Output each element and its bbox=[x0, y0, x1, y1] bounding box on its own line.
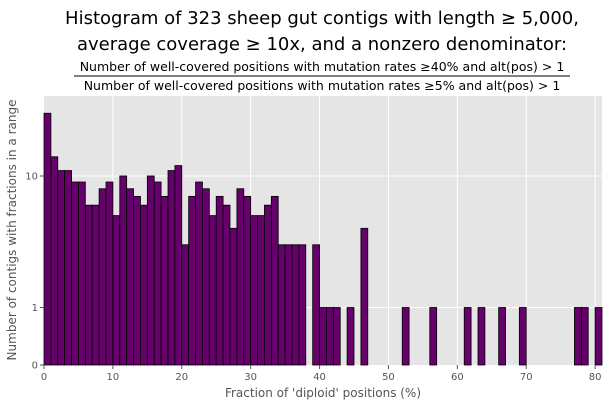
histogram-bar bbox=[257, 215, 265, 366]
histogram-bar bbox=[174, 165, 183, 366]
histogram-bar bbox=[64, 170, 72, 366]
histogram-bar bbox=[181, 244, 190, 366]
histogram-bar bbox=[208, 215, 217, 366]
histogram-bar bbox=[57, 170, 66, 366]
histogram-bar bbox=[580, 307, 589, 366]
histogram-bar bbox=[84, 204, 93, 366]
histogram-bar bbox=[126, 188, 134, 366]
histogram-bar bbox=[140, 204, 148, 366]
title-denominator: Number of well-covered positions with mu… bbox=[84, 78, 561, 93]
y-tick-label: 10 bbox=[25, 172, 38, 183]
histogram-bar bbox=[229, 227, 238, 366]
y-tick-label: 0 bbox=[32, 361, 38, 372]
histogram-bar bbox=[215, 195, 224, 366]
histogram-bar bbox=[360, 227, 369, 366]
histogram-bar bbox=[291, 244, 300, 366]
histogram-bar bbox=[119, 175, 128, 366]
chart-title-line2: average coverage ≥ 10x, and a nonzero de… bbox=[77, 34, 567, 55]
histogram-bar bbox=[188, 195, 196, 366]
histogram-bar bbox=[463, 307, 472, 366]
histogram-bar bbox=[243, 195, 252, 366]
histogram-bar bbox=[270, 195, 279, 366]
histogram-bar bbox=[153, 181, 162, 366]
y-axis-label: Number of contigs with fractions in a ra… bbox=[5, 100, 19, 361]
histogram-bar bbox=[277, 244, 286, 366]
histogram-bar bbox=[346, 307, 355, 366]
histogram-bar bbox=[264, 204, 272, 366]
histogram-bar bbox=[222, 204, 231, 366]
histogram-bar bbox=[78, 181, 86, 366]
histogram-bar bbox=[50, 156, 59, 366]
x-axis-ticks: 0 10 20 30 40 50 60 70 80 bbox=[41, 365, 602, 383]
x-tick-label: 20 bbox=[175, 372, 188, 383]
histogram-bar bbox=[477, 307, 486, 366]
histogram-bar bbox=[202, 188, 210, 366]
histogram-bar bbox=[112, 215, 121, 366]
histogram-bar bbox=[91, 204, 100, 366]
histogram-bar bbox=[236, 188, 245, 366]
x-tick-label: 0 bbox=[41, 372, 47, 383]
histogram-bar bbox=[429, 307, 438, 366]
histogram-bar bbox=[298, 244, 307, 366]
histogram-bar bbox=[195, 181, 203, 366]
histogram-bar bbox=[146, 175, 155, 366]
histogram-bar bbox=[167, 170, 176, 366]
bars bbox=[43, 112, 603, 366]
histogram-bar bbox=[319, 307, 327, 366]
histogram-bar bbox=[105, 181, 114, 366]
histogram-bar bbox=[250, 215, 258, 366]
y-tick-label: 1 bbox=[32, 303, 38, 314]
histogram-bar bbox=[518, 307, 527, 366]
histogram-bar bbox=[98, 188, 107, 366]
histogram-bar bbox=[594, 307, 603, 366]
histogram-bar bbox=[574, 307, 582, 366]
histogram-bar bbox=[43, 112, 52, 366]
histogram-bar bbox=[284, 244, 293, 366]
histogram-bar bbox=[401, 307, 410, 366]
x-axis-label: Fraction of 'diploid' positions (%) bbox=[225, 386, 421, 400]
x-tick-label: 50 bbox=[382, 372, 395, 383]
x-tick-label: 30 bbox=[244, 372, 257, 383]
x-tick-label: 10 bbox=[107, 372, 120, 383]
histogram-bar bbox=[326, 307, 334, 366]
x-tick-label: 80 bbox=[589, 372, 602, 383]
histogram-bar bbox=[332, 307, 341, 366]
histogram-bar bbox=[133, 195, 141, 366]
chart-title-line1: Histogram of 323 sheep gut contigs with … bbox=[65, 8, 579, 29]
x-tick-label: 60 bbox=[451, 372, 464, 383]
histogram-bar bbox=[71, 181, 79, 366]
histogram-bar bbox=[312, 244, 320, 366]
x-tick-label: 40 bbox=[313, 372, 326, 383]
histogram-bar bbox=[160, 195, 169, 366]
x-tick-label: 70 bbox=[520, 372, 533, 383]
histogram-bar bbox=[498, 307, 506, 366]
title-numerator: Number of well-covered positions with mu… bbox=[80, 59, 565, 74]
y-axis-ticks: 0 1 10 bbox=[25, 172, 44, 372]
